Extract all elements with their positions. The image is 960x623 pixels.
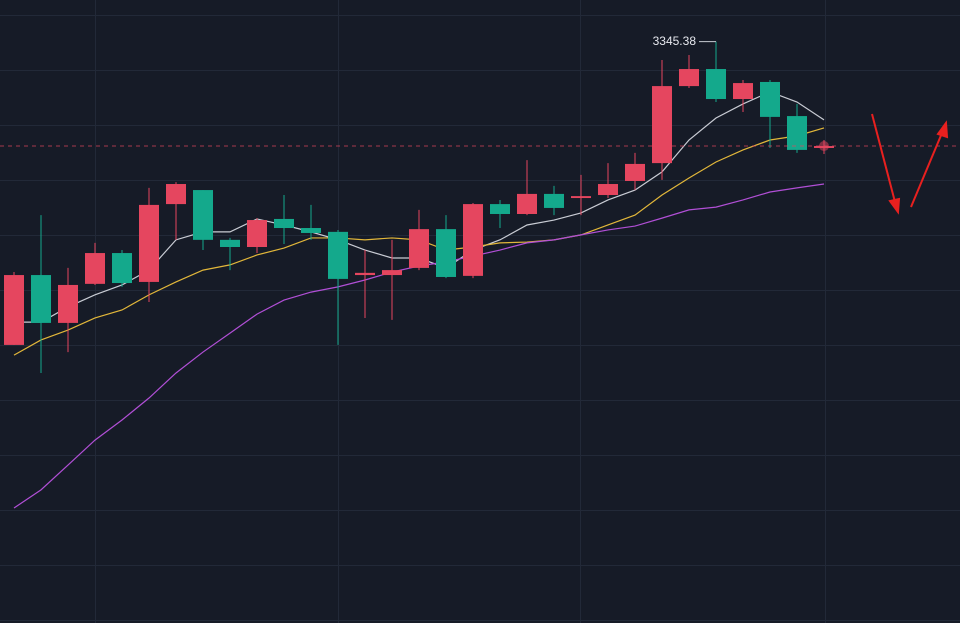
candle-body [463,204,483,276]
grid [0,15,960,621]
candle-body [220,239,240,247]
candle-body [247,220,267,247]
candle-body [112,253,132,284]
candle-body [625,163,645,181]
candle-body [733,83,753,100]
candle-body [193,190,213,240]
arrow-up [910,132,943,208]
arrow-head [888,197,901,215]
last-price-glow [819,141,829,152]
candle-body [679,69,699,87]
arrow-down [871,113,896,203]
candle-body [706,69,726,100]
candle-body [760,81,780,117]
candle-body [517,193,537,214]
candle-body [139,204,159,282]
candles [4,41,834,373]
candle-body [328,231,348,279]
ma-line [14,91,825,323]
candle-body [4,275,24,345]
candle-body [274,218,294,229]
high-label: 3345.38 [653,34,697,48]
candle-body [571,196,591,199]
vertical-grid [95,0,826,623]
candle-body [652,86,672,164]
arrow-head [936,120,949,139]
candle-body [598,184,618,196]
candle-body [490,204,510,214]
candle-body [166,184,186,205]
candle-body [544,193,564,208]
candle-body [436,229,456,277]
candle-body [85,253,105,284]
candle-body [31,275,51,323]
candle-body [355,272,375,276]
annotations: 3345.38 [0,34,960,152]
candle-body [382,270,402,276]
candle-body [409,229,429,268]
candle-body [301,228,321,233]
moving-averages [13,91,825,509]
candle-body [787,116,807,150]
arrows [871,113,949,215]
candle-body [58,284,78,323]
